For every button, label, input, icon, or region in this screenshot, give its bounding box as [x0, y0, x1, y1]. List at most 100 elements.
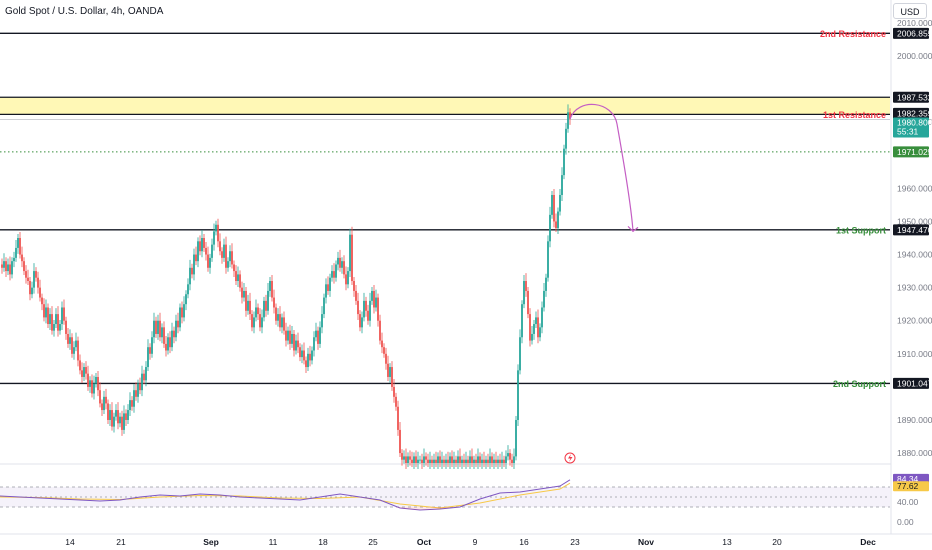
- candle-body: [243, 290, 245, 298]
- candle-body: [297, 340, 299, 348]
- candle-body: [459, 456, 461, 463]
- time-tick: 20: [772, 537, 782, 547]
- candle-body: [523, 281, 525, 305]
- support-price-tag: 1901.047: [897, 378, 932, 388]
- candle-body: [307, 353, 309, 368]
- candle-body: [343, 261, 345, 275]
- candle-body: [225, 244, 227, 268]
- support-price-tag: 1947.470: [897, 225, 932, 235]
- candle-body: [387, 363, 389, 377]
- candle-body: [559, 194, 561, 212]
- countdown-tag: 55:31: [897, 127, 919, 137]
- candle-body: [317, 330, 319, 344]
- candle-body: [285, 330, 287, 341]
- candle-body: [9, 264, 11, 275]
- event-icon: [564, 452, 576, 464]
- candle-body: [173, 330, 175, 338]
- candle-body: [131, 400, 133, 407]
- candle-body: [375, 297, 377, 308]
- candle-body: [123, 413, 125, 430]
- candle-body: [185, 294, 187, 305]
- level-label: 2nd Resistance: [820, 29, 886, 39]
- candle-body: [287, 330, 289, 341]
- candle-body: [485, 459, 487, 463]
- candle-body: [469, 456, 471, 463]
- candle-body: [161, 327, 163, 338]
- price-tick: 1950.000: [897, 216, 932, 226]
- candle-body: [397, 406, 399, 430]
- candle-body: [97, 376, 99, 391]
- candle-body: [511, 459, 513, 463]
- candle-body: [399, 429, 401, 454]
- time-tick: 9: [473, 537, 478, 547]
- candle-body: [37, 277, 39, 288]
- candle-body: [77, 340, 79, 361]
- candle-body: [311, 350, 313, 361]
- candle-body: [143, 373, 145, 381]
- candle-body: [361, 317, 363, 328]
- candle-body: [237, 274, 239, 282]
- time-tick: 14: [65, 537, 75, 547]
- candle-body: [473, 459, 475, 463]
- candle-body: [235, 271, 237, 282]
- time-tick: 13: [722, 537, 732, 547]
- candle-body: [215, 224, 217, 232]
- candle-body: [141, 373, 143, 391]
- candle-body: [257, 307, 259, 315]
- candle-body: [449, 456, 451, 463]
- projection-curve: [569, 103, 634, 232]
- candle-body: [557, 211, 559, 229]
- rsi-tick: 40.00: [897, 497, 919, 507]
- candle-body: [331, 271, 333, 278]
- candle-body: [423, 456, 425, 463]
- candle-body: [87, 373, 89, 387]
- candle-body: [553, 194, 555, 222]
- candle-body: [177, 320, 179, 328]
- candle-body: [491, 456, 493, 463]
- dotted-level-tag-bg: [893, 146, 929, 158]
- candle-body: [377, 297, 379, 321]
- candle-body: [11, 261, 13, 275]
- candle-body: [545, 277, 547, 291]
- candle-body: [353, 281, 355, 291]
- candle-body: [405, 456, 407, 463]
- candle-body: [33, 271, 35, 288]
- candle-body: [547, 241, 549, 278]
- candle-body: [521, 304, 523, 338]
- candle-body: [19, 238, 21, 255]
- candle-body: [67, 333, 69, 344]
- candle-body: [467, 459, 469, 463]
- candle-body: [321, 314, 323, 328]
- candle-body: [283, 317, 285, 331]
- candle-body: [249, 300, 251, 315]
- candle-body: [391, 367, 393, 387]
- candle-body: [413, 456, 415, 463]
- candle-body: [463, 459, 465, 463]
- candle-body: [385, 353, 387, 364]
- level-price-tag-bg: [893, 27, 929, 39]
- resistance-zone: [0, 96, 890, 115]
- candle-body: [41, 297, 43, 305]
- candle-body: [69, 337, 71, 344]
- candle-body: [415, 456, 417, 463]
- candle-body: [83, 367, 85, 377]
- candle-body: [525, 281, 527, 291]
- candle-body: [479, 456, 481, 463]
- candle-body: [295, 340, 297, 351]
- candle-body: [471, 456, 473, 463]
- candle-body: [357, 300, 359, 315]
- candle-body: [259, 314, 261, 328]
- rsi-pane: [0, 479, 890, 511]
- candle-body: [403, 456, 405, 460]
- candle-body: [155, 320, 157, 334]
- candle-body: [263, 300, 265, 318]
- level-label: 2nd Support: [833, 379, 886, 389]
- candle-body: [117, 410, 119, 424]
- candle-body: [139, 383, 141, 391]
- currency-selector[interactable]: USD: [893, 3, 927, 19]
- rsi-ma-tag: 77.62: [897, 481, 919, 491]
- candle-body: [355, 290, 357, 301]
- time-tick: 23: [570, 537, 580, 547]
- candle-body: [93, 383, 95, 394]
